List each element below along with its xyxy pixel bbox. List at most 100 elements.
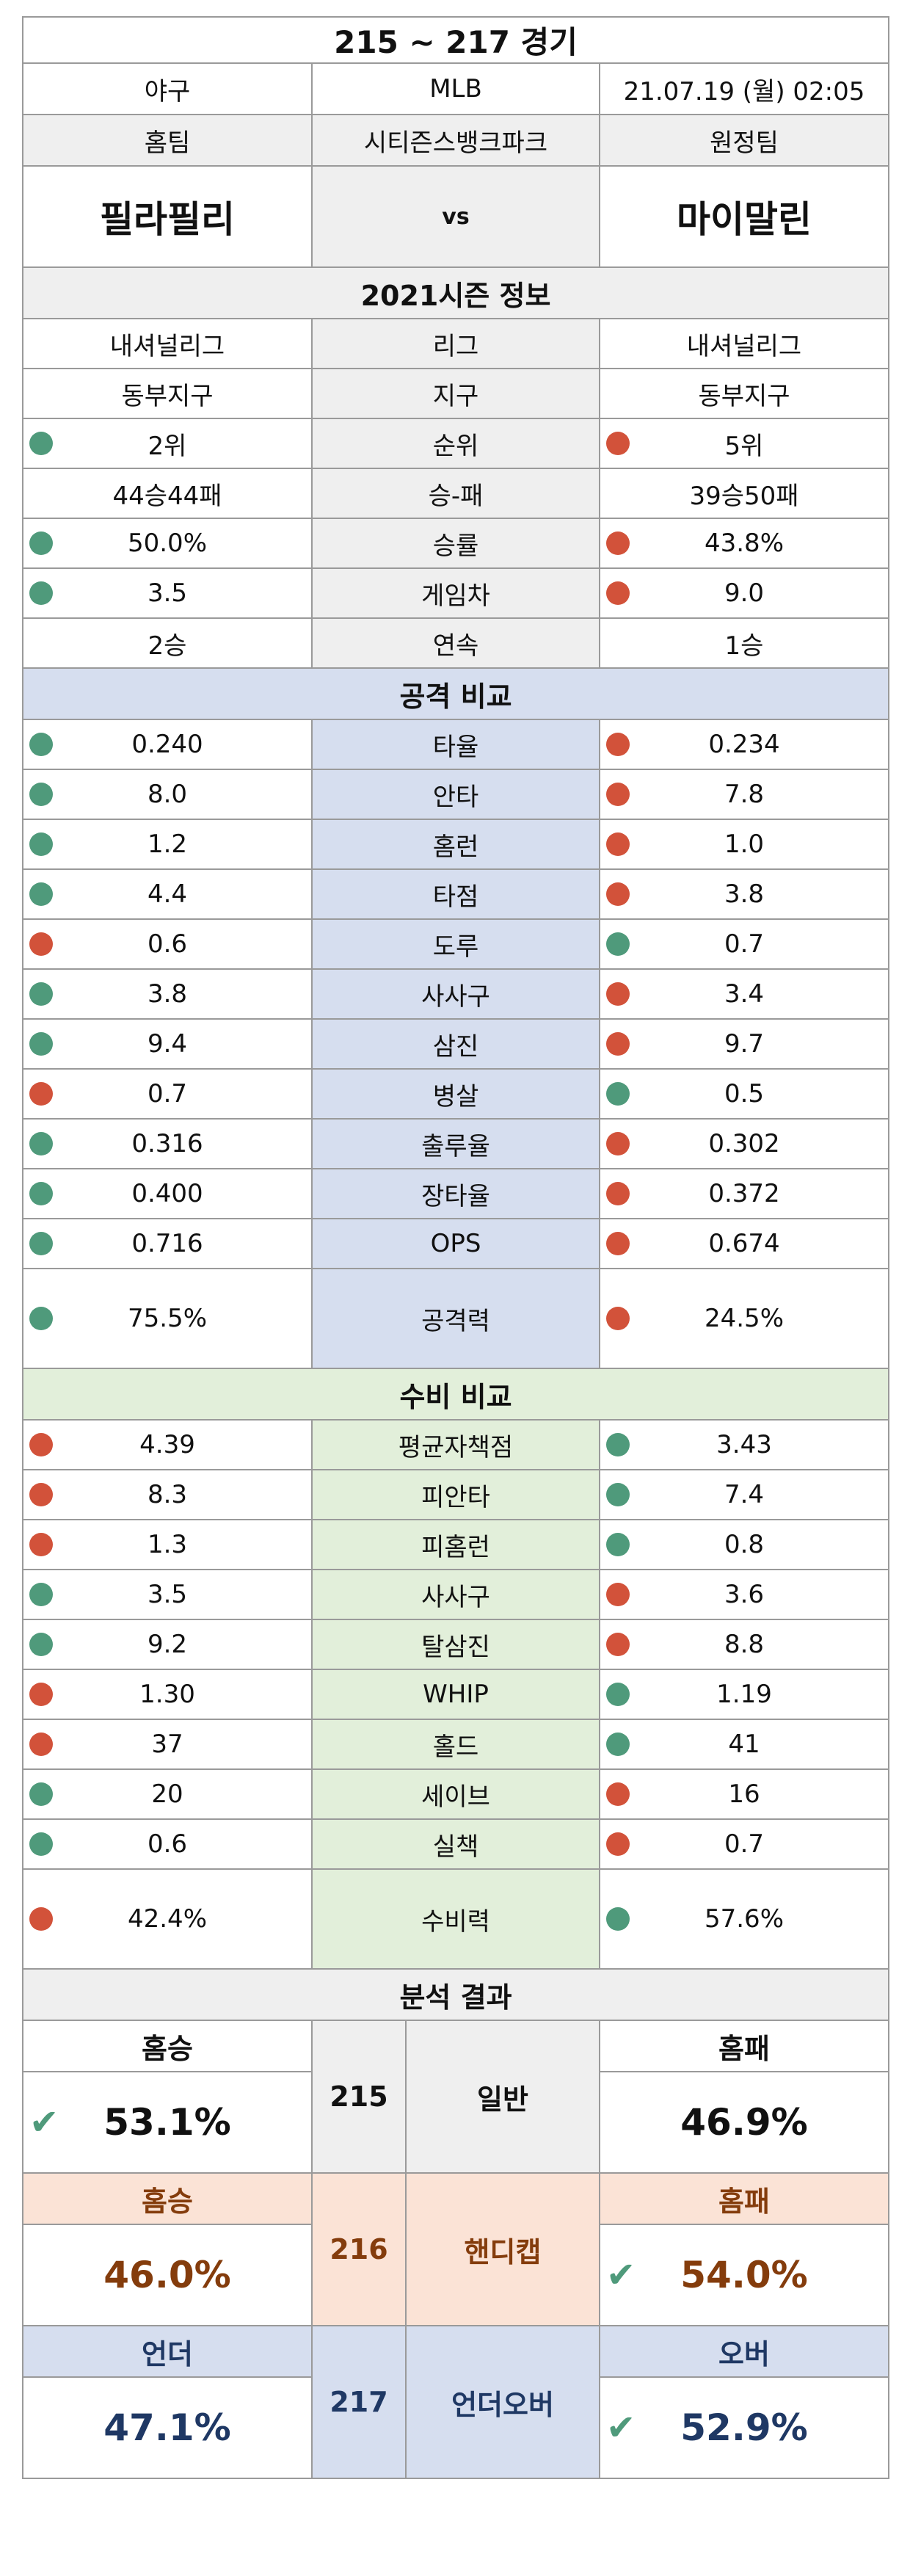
vs-label: vs [311,165,600,268]
advantage-dot-icon [29,1307,53,1330]
disadvantage-dot-icon [606,581,630,605]
defense-away-value-text: 8.8 [724,1630,765,1659]
season-away-value: 39승50패 [599,468,889,519]
underover-game-number-text: 217 [330,2386,388,2418]
analysis-sheet: 215 ~ 217 경기 야구 MLB 21.07.19 (월) 02:05 홈… [22,16,889,2479]
defense-section-title: 수비 비교 [22,1368,889,1421]
season-stat-label: 게임차 [311,567,600,619]
season-stat-label: 리그 [311,318,600,369]
offense-power-label-text: 공격력 [421,1306,490,1336]
offense-away-value-text: 7.8 [724,780,765,809]
defense-power-away: 57.6% [599,1868,889,1970]
defense-stat-label-text: 홀드 [432,1732,479,1762]
analysis-rows: 홈승 215 일반 홈패 ✔ 53.1% 46.9% 홈승 216 핸디캡 홈패 46.0% ✔ 54.0… [22,2020,889,2479]
season-stat-label: 연속 [311,617,600,669]
defense-stat-label: 홀드 [311,1719,600,1770]
season-away-value-text: 39승50패 [689,481,799,511]
defense-home-value: 8.3 [22,1469,313,1520]
underover-value-row: 47.1% ✔ 52.9% [22,2376,889,2479]
offense-away-value: 0.234 [599,719,889,770]
underover-away-head: 오버 [599,2325,889,2378]
defense-power-away-text: 57.6% [704,1904,784,1934]
handicap-home-head: 홈승 [22,2172,313,2225]
advantage-dot-icon [29,581,53,605]
offense-home-value: 0.6 [22,918,313,970]
offense-home-value: 0.716 [22,1218,313,1269]
defense-home-value: 1.3 [22,1519,313,1570]
disadvantage-dot-icon [606,1182,630,1205]
underover-game-number: 217 [311,2325,407,2479]
general-home-head: 홈승 [22,2020,313,2072]
offense-stat-label: 출루율 [311,1118,600,1169]
general-value-row: ✔ 53.1% 46.9% [22,2071,889,2174]
season-stat-label: 승-패 [311,468,600,519]
general-bet-type: 일반 [405,2020,600,2174]
season-row: 내셔널리그 리그 내셔널리그 [22,318,889,369]
advantage-dot-icon [606,1082,630,1106]
season-away-value-text: 내셔널리그 [686,331,802,361]
match-title: 215 ~ 217 경기 [22,16,889,64]
defense-away-value: 7.4 [599,1469,889,1520]
offense-home-value: 3.8 [22,968,313,1020]
defense-home-value-text: 4.39 [139,1430,195,1459]
defense-stat-label: 탈삼진 [311,1619,600,1670]
offense-home-value: 0.240 [22,719,313,770]
handicap-away-percent-text: 54.0% [680,2254,808,2296]
defense-away-value-text: 3.43 [716,1430,772,1459]
offense-section-title: 공격 비교 [22,667,889,720]
offense-stat-label: 장타율 [311,1168,600,1219]
defense-stat-label: 피홈런 [311,1519,600,1570]
defense-stat-label: 실책 [311,1818,600,1870]
season-rows: 내셔널리그 리그 내셔널리그 동부지구 지구 동부지구 2위 순위 5위 44승44패 승-패 39승… [22,318,889,669]
handicap-home-percent-text: 46.0% [103,2254,231,2296]
season-away-value-text: 5위 [724,431,764,461]
disadvantage-dot-icon [29,1683,53,1706]
offense-home-value: 4.4 [22,868,313,920]
season-home-value-text: 동부지구 [121,381,214,411]
defense-home-value-text: 20 [151,1779,183,1809]
season-away-value-text: 동부지구 [698,381,790,411]
underover-bet-type: 언더오버 [405,2325,600,2479]
defense-power-home-text: 42.4% [127,1904,207,1934]
offense-home-value-text: 8.0 [147,780,188,809]
underover-away-head-text: 오버 [718,2337,770,2370]
advantage-dot-icon [29,432,53,455]
defense-row: 20 세이브 16 [22,1768,889,1820]
defense-power-label: 수비력 [311,1868,600,1970]
disadvantage-dot-icon [29,1082,53,1106]
offense-stat-label: OPS [311,1218,600,1269]
underover-away-percent: ✔ 52.9% [599,2376,889,2479]
season-home-value-text: 2위 [148,431,187,461]
season-stat-label-text: 연속 [432,631,479,661]
offense-away-value: 0.372 [599,1168,889,1219]
handicap-bet-type: 핸디캡 [405,2172,600,2326]
defense-stat-label-text: 세이브 [421,1782,490,1812]
disadvantage-dot-icon [606,982,630,1006]
defense-stat-label-text: 탈삼진 [421,1632,490,1662]
advantage-dot-icon [29,1232,53,1255]
advantage-dot-icon [29,1782,53,1806]
offense-away-value-text: 0.674 [708,1229,780,1258]
defense-home-value: 3.5 [22,1569,313,1620]
defense-stat-label: 세이브 [311,1768,600,1820]
season-home-value: 내셔널리그 [22,318,313,369]
advantage-dot-icon [606,1683,630,1706]
defense-home-value: 1.30 [22,1669,313,1720]
season-home-value: 2위 [22,418,313,469]
offense-row: 0.316 출루율 0.302 [22,1118,889,1169]
defense-row: 1.3 피홈런 0.8 [22,1519,889,1570]
check-icon: ✔ [606,2407,636,2448]
defense-away-value: 1.19 [599,1669,889,1720]
advantage-dot-icon [29,832,53,856]
offense-away-value-text: 3.4 [724,979,765,1009]
offense-home-value: 0.400 [22,1168,313,1219]
offense-power-label: 공격력 [311,1268,600,1369]
defense-row: 8.3 피안타 7.4 [22,1469,889,1520]
offense-rows: 0.240 타율 0.234 8.0 안타 7.8 1.2 홈런 1.0 4.4 타점 3.8 0.6 도… [22,719,889,1369]
disadvantage-dot-icon [606,1032,630,1056]
defense-away-value: 0.8 [599,1519,889,1570]
defense-row: 3.5 사사구 3.6 [22,1569,889,1620]
advantage-dot-icon [606,1533,630,1556]
season-stat-label-text: 지구 [432,381,479,411]
offense-stat-label-text: 홈런 [432,832,479,862]
